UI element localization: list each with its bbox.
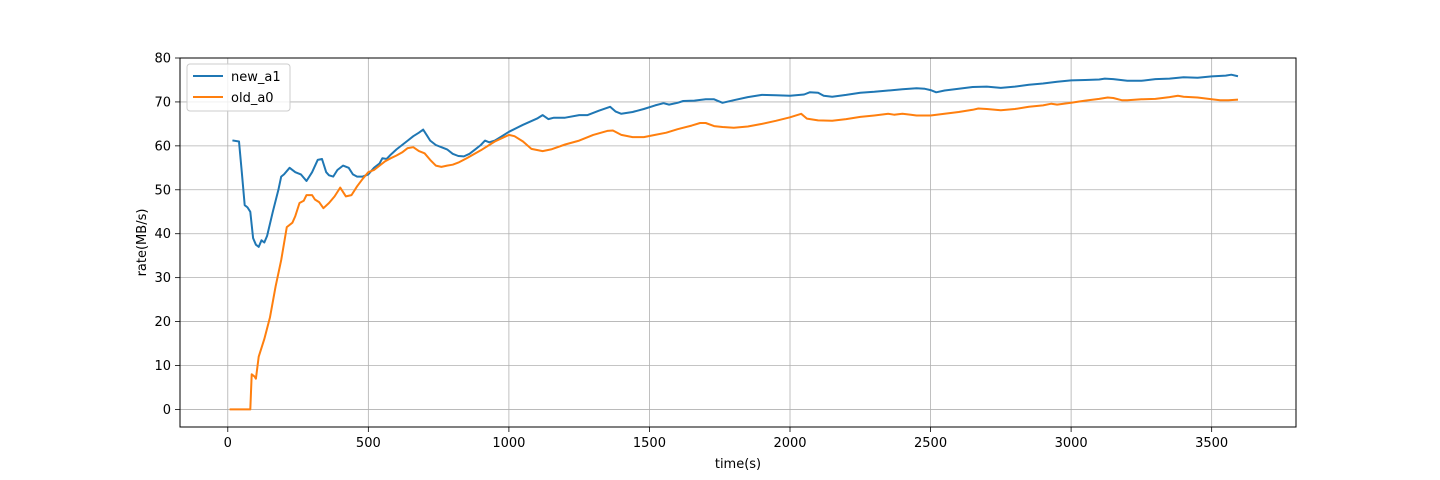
x-tick-label: 2500 [914,436,947,451]
legend-label-old_a0: old_a0 [231,91,274,106]
y-tick-label: 10 [154,359,171,374]
legend-label-new_a1: new_a1 [231,70,281,85]
x-tick-label: 2000 [773,436,806,451]
y-tick-label: 70 [154,95,171,110]
y-tick-label: 30 [154,271,171,286]
x-tick-label: 3500 [1195,436,1228,451]
series-lines [229,73,1239,411]
x-tick-label: 1000 [492,436,525,451]
x-tick-label: 0 [224,436,232,451]
y-tick-label: 50 [154,183,171,198]
y-tick-label: 20 [154,315,171,330]
legend: new_a1 old_a0 [186,63,291,112]
axis-ticks: 0 500 1000 1500 2000 2500 3000 3500 0 10 20 30 40 50 6… [154,52,1228,452]
y-tick-label: 60 [154,139,171,154]
x-tick-label: 500 [356,436,381,451]
x-tick-label: 3000 [1055,436,1088,451]
y-axis-label: rate(MB/s) [135,209,150,277]
grid [180,57,1296,427]
y-tick-label: 0 [163,403,171,418]
plot-area-frame [179,57,1297,428]
series-line-old_a0 [229,94,1239,411]
x-tick-label: 1500 [633,436,666,451]
series-line-new_a1 [232,73,1239,248]
x-axis-label: time(s) [715,457,761,472]
y-tick-label: 80 [154,52,171,67]
y-tick-label: 40 [154,227,171,242]
